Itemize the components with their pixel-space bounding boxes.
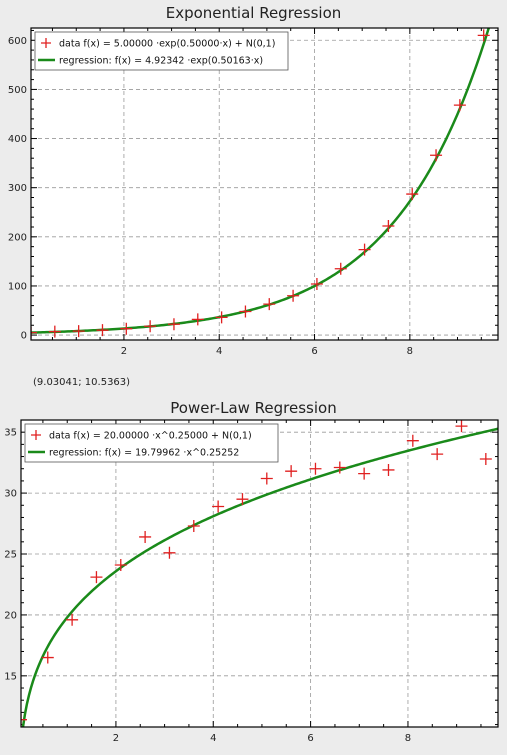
exponential-chart-panel: Exponential Regression 2 4 6 8 0 100 200 300 400… xyxy=(0,0,507,370)
data-point xyxy=(187,519,200,532)
data-point xyxy=(212,500,225,513)
data-point xyxy=(358,243,371,256)
data-point xyxy=(285,465,298,478)
data-point xyxy=(114,558,127,571)
data-point xyxy=(31,326,37,339)
data-point xyxy=(431,448,444,461)
data-point xyxy=(215,311,228,324)
data-point xyxy=(167,318,180,331)
y-tick-label: 15 xyxy=(4,671,17,682)
data-point xyxy=(96,324,109,337)
data-point xyxy=(333,461,346,474)
x-tick-label: 8 xyxy=(405,733,411,744)
x-tick-label: 4 xyxy=(210,733,216,744)
chart-title-power-law: Power-Law Regression xyxy=(170,399,337,417)
legend-box xyxy=(34,31,289,71)
data-point xyxy=(48,325,61,338)
legend-entry-regression: regression: f(x) = 4.92342 ·exp(0.50163·… xyxy=(59,56,263,67)
data-point xyxy=(72,325,85,338)
y-tick-label: 0 xyxy=(21,331,27,342)
legend-entry-data: data f(x) = 5.00000 ·exp(0.50000·x) + N(… xyxy=(59,39,275,50)
plot-area xyxy=(21,420,498,727)
series-layer xyxy=(31,28,491,339)
y-tick-label: 500 xyxy=(8,85,27,96)
y-tick-label: 35 xyxy=(4,428,17,439)
data-point xyxy=(260,472,273,485)
data-point xyxy=(334,262,347,275)
data-point xyxy=(382,220,395,233)
legend-data-marker xyxy=(41,38,51,48)
data-point xyxy=(430,149,443,162)
data-point xyxy=(382,463,395,476)
x-tick-label: 2 xyxy=(113,733,119,744)
legend-box xyxy=(24,423,279,463)
regression-curve xyxy=(31,28,491,334)
data-point xyxy=(406,434,419,447)
plot-frame xyxy=(30,27,499,341)
x-tick-label: 4 xyxy=(216,346,222,357)
cursor-coordinate-readout: (9.03041; 10.5363) xyxy=(33,377,131,388)
data-point xyxy=(310,277,323,290)
y-tick-label: 200 xyxy=(8,232,27,243)
regression-curve xyxy=(21,427,498,727)
x-tick-label: 6 xyxy=(307,733,313,744)
data-point xyxy=(287,289,300,302)
data-point xyxy=(21,713,27,726)
chart-title-exponential: Exponential Regression xyxy=(165,4,342,22)
x-tick-label: 6 xyxy=(311,346,317,357)
plot-frame xyxy=(20,419,499,728)
data-point xyxy=(309,462,322,475)
data-point xyxy=(139,530,152,543)
y-tick-label: 400 xyxy=(8,134,27,145)
data-point xyxy=(120,322,133,335)
data-point xyxy=(263,298,276,311)
data-point xyxy=(239,305,252,318)
x-tick-label: 2 xyxy=(121,346,127,357)
legend-entry-data: data f(x) = 20.00000 ·x^0.25000 + N(0,1) xyxy=(49,431,252,442)
data-point xyxy=(455,420,468,433)
power-law-chart-panel: Power-Law Regression 2 4 6 8 15 20 25 30 35 data … xyxy=(0,395,507,755)
data-point xyxy=(66,613,79,626)
y-tick-label: 300 xyxy=(8,183,27,194)
data-point xyxy=(41,651,54,664)
data-point xyxy=(479,452,492,465)
y-tick-label: 25 xyxy=(4,550,17,561)
legend-entry-regression: regression: f(x) = 19.79962 ·x^0.25252 xyxy=(49,448,239,459)
data-point xyxy=(191,313,204,326)
y-tick-label: 20 xyxy=(4,610,17,621)
data-point xyxy=(406,188,419,201)
y-tick-label: 100 xyxy=(8,281,27,292)
y-tick-label: 30 xyxy=(4,489,17,500)
data-point xyxy=(358,467,371,480)
data-point xyxy=(453,99,466,112)
y-tick-label: 600 xyxy=(8,36,27,47)
data-point xyxy=(90,571,103,584)
data-point xyxy=(144,320,157,333)
plot-area xyxy=(31,28,498,340)
data-point xyxy=(236,493,249,506)
series-layer xyxy=(21,420,498,727)
exponential-chart-plot[interactable]: 2 4 6 8 0 100 200 300 400 500 600 data f(x) = 5.000… xyxy=(0,0,507,370)
legend-data-marker xyxy=(31,430,41,440)
data-point xyxy=(477,29,490,42)
power-law-chart-plot[interactable]: 2 4 6 8 15 20 25 30 35 data f(x) = 20.00000 ·x^0.… xyxy=(0,395,507,755)
data-point xyxy=(163,546,176,559)
x-tick-label: 8 xyxy=(407,346,413,357)
